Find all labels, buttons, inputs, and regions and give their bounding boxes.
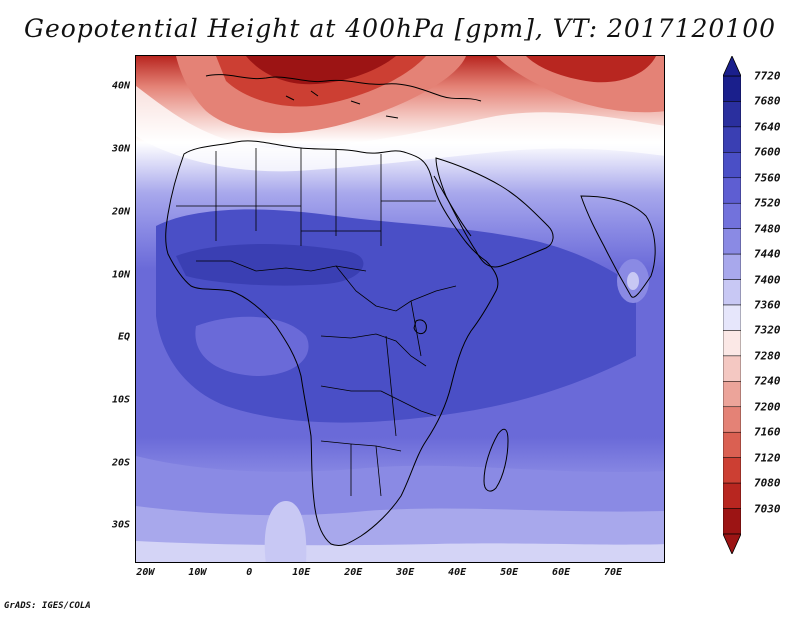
ridge-asia-core: [526, 56, 656, 83]
colorbar-cell: [723, 304, 741, 331]
colorbar-cell: [723, 253, 741, 280]
colorbar-cell: [723, 457, 741, 484]
sahara-latitudinal-borders: [176, 200, 436, 232]
colorbar-cell: [723, 482, 741, 509]
lon-label: 10W: [188, 567, 207, 578]
lake-victoria: [413, 319, 427, 335]
lat-label: 10S: [111, 394, 130, 406]
colorbar-label: 7240: [754, 374, 781, 388]
colorbar-label: 7560: [754, 171, 781, 185]
colorbar: [723, 56, 741, 554]
madagascar-coast: [483, 428, 509, 492]
colorbar-label: 7200: [754, 400, 781, 414]
map-panel: [135, 55, 665, 563]
colorbar-cell: [723, 381, 741, 408]
colorbar-label: 7030: [754, 502, 781, 516]
southern-borders-2: [320, 440, 402, 497]
colorbar-cell: [723, 75, 741, 102]
colorbar-label: 7080: [754, 476, 781, 490]
coastlines: [165, 74, 656, 547]
lat-label: 20S: [111, 457, 130, 469]
geopotential-field: [136, 56, 664, 562]
india-coast: [580, 195, 656, 298]
colorbar-label: 7600: [754, 145, 781, 159]
colorbar-cell: [723, 177, 741, 204]
colorbar-cell: [723, 431, 741, 458]
colorbar-cell: [723, 152, 741, 179]
south-tongue: [264, 501, 307, 562]
colorbar-bottom-arrow: [723, 533, 741, 554]
colorbar-cell: [723, 279, 741, 306]
colorbar-label: 7280: [754, 349, 781, 363]
lon-label: 20E: [344, 567, 363, 578]
colorbar-label: 7640: [754, 120, 781, 134]
red-sea-coast: [433, 175, 472, 237]
map-title: Geopotential Height at 400hPa [gpm], VT:…: [23, 14, 777, 43]
colorbar-label: 7720: [754, 69, 781, 83]
colorbar-cell: [723, 126, 741, 153]
europe-coast: [205, 74, 482, 102]
sahara-borders: [215, 148, 382, 246]
colorbar-label: 7480: [754, 222, 781, 236]
lon-label: 40E: [448, 567, 467, 578]
lat-label: EQ: [117, 331, 130, 343]
colorbar-label: 7360: [754, 298, 781, 312]
lon-label: 60E: [552, 567, 571, 578]
country-borders: [176, 148, 457, 497]
deep-blue-sahel: [176, 244, 364, 286]
colorbar-cell: [723, 330, 741, 357]
lat-label: 40N: [111, 80, 130, 92]
colorbar-label: 7320: [754, 323, 781, 337]
colorbar-label: 7520: [754, 196, 781, 210]
colorbar-cell: [723, 406, 741, 433]
colorbar-cell: [723, 101, 741, 128]
lat-label: 20N: [111, 206, 130, 218]
colorbar-cell: [723, 508, 741, 535]
arabian-sea-core: [627, 272, 639, 290]
east-africa-borders: [385, 300, 422, 437]
colorbar-label: 7440: [754, 247, 781, 261]
lat-label: 10N: [111, 269, 130, 280]
colorbar-cell: [723, 355, 741, 382]
lon-label: 50E: [500, 567, 519, 578]
lon-label: 30E: [396, 567, 415, 578]
atlantic-patch: [195, 316, 309, 376]
africa-coast: [165, 140, 499, 547]
lon-label: 20W: [136, 567, 155, 578]
lon-label: 0: [246, 567, 253, 578]
colorbar-label: 7680: [754, 94, 781, 108]
lon-label: 10E: [292, 567, 311, 578]
colorbar-label: 7400: [754, 273, 781, 287]
central-africa-borders: [335, 265, 457, 312]
southern-borders-1: [320, 385, 437, 417]
colorbar-cell: [723, 228, 741, 255]
lon-label: 70E: [604, 567, 623, 578]
lat-label: 30N: [111, 143, 130, 155]
colorbar-label: 7120: [754, 451, 781, 465]
colorbar-top-arrow: [723, 56, 741, 77]
med-islands: [285, 90, 399, 119]
colorbar-cell: [723, 202, 741, 229]
credit-text: GrADS: IGES/COLA: [4, 601, 91, 611]
transition-band: [136, 86, 664, 172]
lat-label: 30S: [111, 519, 130, 531]
colorbar-label: 7160: [754, 425, 781, 439]
